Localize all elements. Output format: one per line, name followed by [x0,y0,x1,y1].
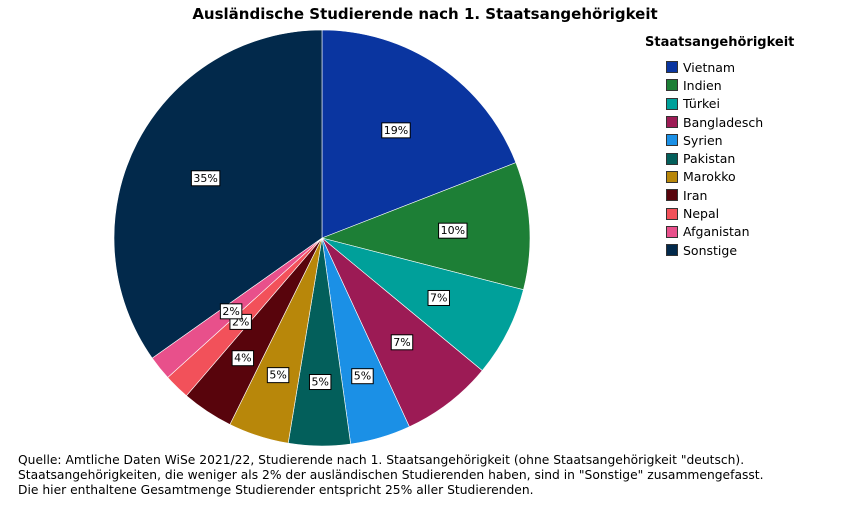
legend-label: Afganistan [683,224,750,240]
slice-vietnam [321,29,517,239]
data-label: 5% [266,367,290,384]
svg-text:2%: 2% [222,305,239,318]
legend-item-pakistan: Pakistan [666,149,794,167]
data-label: 7% [390,334,414,351]
legend-item-marokko: Marokko [666,168,794,186]
svg-text:5%: 5% [311,376,328,389]
legend-label: Iran [683,187,708,203]
legend-item-indien: Indien [666,76,794,94]
legend-item-syrien: Syrien [666,131,794,149]
svg-text:10%: 10% [441,224,465,237]
data-label: 35% [190,170,221,187]
legend-item-bangladesch: Bangladesch [666,113,794,131]
data-label: 5% [308,374,332,391]
svg-text:7%: 7% [430,291,447,304]
legend-swatch [666,225,678,238]
slice-sonstige [113,29,323,359]
legend-swatch [666,97,678,110]
legend-label: Pakistan [683,151,736,167]
legend-swatch [666,244,678,257]
legend-swatch [666,189,678,202]
legend-item-türkei: Türkei [666,95,794,113]
data-label: 7% [427,289,450,306]
legend-item-nepal: Nepal [666,204,794,222]
legend-label: Nepal [683,206,720,222]
svg-text:19%: 19% [384,124,408,137]
svg-text:4%: 4% [234,352,251,365]
slice-indien [321,162,531,291]
legend-swatch [666,79,678,92]
legend-swatch [666,116,678,129]
svg-text:5%: 5% [269,369,286,382]
chart-title: Ausländische Studierende nach 1. Staatsa… [192,5,658,23]
legend-label: Bangladesch [683,114,764,130]
legend-label: Vietnam [683,59,736,75]
svg-text:5%: 5% [354,370,371,383]
source-notes: Quelle: Amtliche Daten WiSe 2021/22, Stu… [18,453,764,498]
legend-item-afganistan: Afganistan [666,223,794,241]
legend-label: Sonstige [683,242,738,258]
legend-title: Staatsangehörigkeit [645,35,795,50]
legend-swatch [666,170,678,183]
legend-item-iran: Iran [666,186,794,204]
legend-swatch [666,152,678,165]
svg-text:35%: 35% [193,172,217,185]
legend-swatch [666,207,678,220]
legend-label: Indien [683,77,722,93]
note-line: Staatsangehörigkeiten, die weniger als 2… [18,468,764,482]
legend-label: Türkei [683,96,720,112]
data-label: 2% [219,303,243,320]
data-label: 5% [351,368,374,385]
legend: Staatsangehörigkeit Vietnam Indien Türkei B… [645,35,794,259]
data-label: 19% [381,122,411,139]
legend-item-vietnam: Vietnam [666,58,794,76]
note-line: Quelle: Amtliche Daten WiSe 2021/22, Stu… [18,453,745,467]
legend-label: Marokko [683,169,736,185]
data-label: 10% [438,222,468,239]
legend-swatch [666,134,678,147]
legend-swatch [666,61,678,74]
note-line: Die hier enthaltene Gesamtmenge Studiere… [18,483,534,497]
legend-label: Syrien [683,132,723,148]
data-label: 4% [231,350,255,367]
legend-item-sonstige: Sonstige [666,241,794,259]
svg-text:7%: 7% [393,336,410,349]
